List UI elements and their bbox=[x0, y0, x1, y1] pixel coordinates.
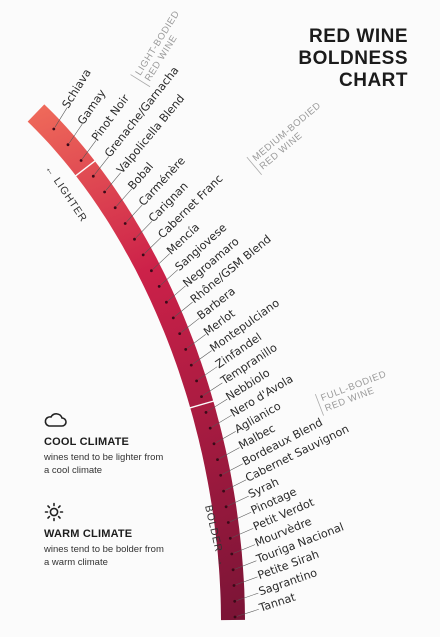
wine-dot bbox=[232, 584, 236, 587]
category-bracket bbox=[246, 156, 262, 176]
wine-leader bbox=[82, 140, 97, 160]
title-line-3: CHART bbox=[339, 70, 408, 91]
category-bracket bbox=[314, 394, 324, 416]
wine-leader bbox=[167, 285, 186, 302]
wine-dot bbox=[150, 269, 153, 273]
wine-leader bbox=[219, 447, 240, 459]
wine-leader bbox=[234, 560, 257, 570]
wine-leader bbox=[54, 107, 68, 128]
wine-leader bbox=[233, 544, 256, 554]
wine-leader bbox=[207, 398, 228, 412]
wine-dot bbox=[189, 363, 193, 367]
wine-dot bbox=[178, 332, 182, 335]
cool-climate-title: COOL CLIMATE bbox=[44, 436, 130, 448]
wine-leader bbox=[192, 350, 212, 365]
wine-dot bbox=[200, 395, 203, 398]
wine-leader bbox=[225, 479, 247, 491]
wine-dot bbox=[233, 615, 237, 619]
wine-dot bbox=[224, 505, 228, 509]
wine-dot bbox=[66, 143, 70, 147]
wine-leader bbox=[227, 495, 249, 507]
sun-icon bbox=[44, 502, 64, 522]
wine-dot bbox=[113, 206, 117, 210]
wine-dot bbox=[171, 316, 175, 320]
wine-leader bbox=[211, 414, 232, 428]
wine-leader bbox=[236, 609, 259, 617]
wine-leader bbox=[144, 237, 162, 254]
category-line-1: MEDIUM-BODIED bbox=[251, 100, 324, 164]
wine-leader bbox=[94, 156, 110, 175]
wine-dot bbox=[228, 536, 232, 540]
body-dividers bbox=[74, 159, 215, 409]
wine-leader bbox=[222, 463, 244, 475]
wine-dot bbox=[226, 521, 230, 524]
wine-dot bbox=[123, 222, 127, 225]
wine-dot bbox=[157, 285, 161, 288]
wine-leader bbox=[174, 301, 193, 317]
warm-climate-title: WARM CLIMATE bbox=[44, 528, 133, 540]
wine-dot bbox=[231, 568, 235, 572]
wine-leader bbox=[152, 253, 170, 270]
wine-leader bbox=[160, 269, 178, 286]
chart-title: RED WINE BOLDNESS CHART bbox=[298, 26, 408, 92]
wine-dot bbox=[222, 489, 226, 493]
wine-leader bbox=[231, 528, 254, 538]
wine-leader bbox=[235, 576, 258, 586]
wine-dot bbox=[230, 552, 234, 556]
wine-leader bbox=[236, 592, 259, 601]
wine-leader bbox=[202, 382, 223, 396]
wine-leader bbox=[181, 317, 200, 333]
wine-leader bbox=[105, 172, 121, 191]
wine-leader bbox=[230, 512, 252, 522]
category-bracket bbox=[130, 74, 151, 88]
wine-dot bbox=[216, 458, 219, 461]
wine-dot bbox=[133, 237, 136, 241]
wine-dot bbox=[212, 442, 216, 446]
body-divider bbox=[74, 159, 97, 177]
wine-dot bbox=[219, 473, 223, 477]
wine-dot bbox=[165, 300, 168, 304]
wine-leader bbox=[68, 124, 83, 144]
wine-dot bbox=[91, 174, 95, 178]
wine-dot bbox=[208, 426, 212, 430]
title-line-1: RED WINE bbox=[309, 26, 408, 47]
cool-climate-text: wines tend to be lighter from a cool cli… bbox=[44, 452, 164, 476]
wine-leader bbox=[135, 221, 153, 238]
body-divider bbox=[189, 400, 215, 409]
wine-leader bbox=[126, 204, 143, 223]
wine-dot bbox=[184, 348, 188, 351]
wine-dot bbox=[195, 379, 199, 383]
wine-dot bbox=[141, 253, 145, 257]
wine-dot bbox=[233, 599, 237, 603]
wine-dot bbox=[79, 159, 83, 162]
wine-dot bbox=[103, 190, 106, 194]
legend-warm-climate: WARM CLIMATE wines tend to be bolder fro… bbox=[44, 502, 204, 569]
boldness-band bbox=[27, 104, 245, 621]
wine-dot bbox=[204, 411, 208, 414]
warm-climate-text: wines tend to be bolder from a warm clim… bbox=[44, 544, 164, 568]
wine-leader bbox=[215, 431, 236, 444]
wine-dot bbox=[52, 127, 56, 131]
title-line-2: BOLDNESS bbox=[298, 48, 408, 69]
wine-leader bbox=[198, 366, 218, 380]
legend-cool-climate: COOL CLIMATE wines tend to be lighter fr… bbox=[44, 410, 204, 477]
wine-leader bbox=[116, 188, 132, 207]
cloud-icon bbox=[44, 413, 67, 427]
wine-leader bbox=[187, 334, 206, 349]
